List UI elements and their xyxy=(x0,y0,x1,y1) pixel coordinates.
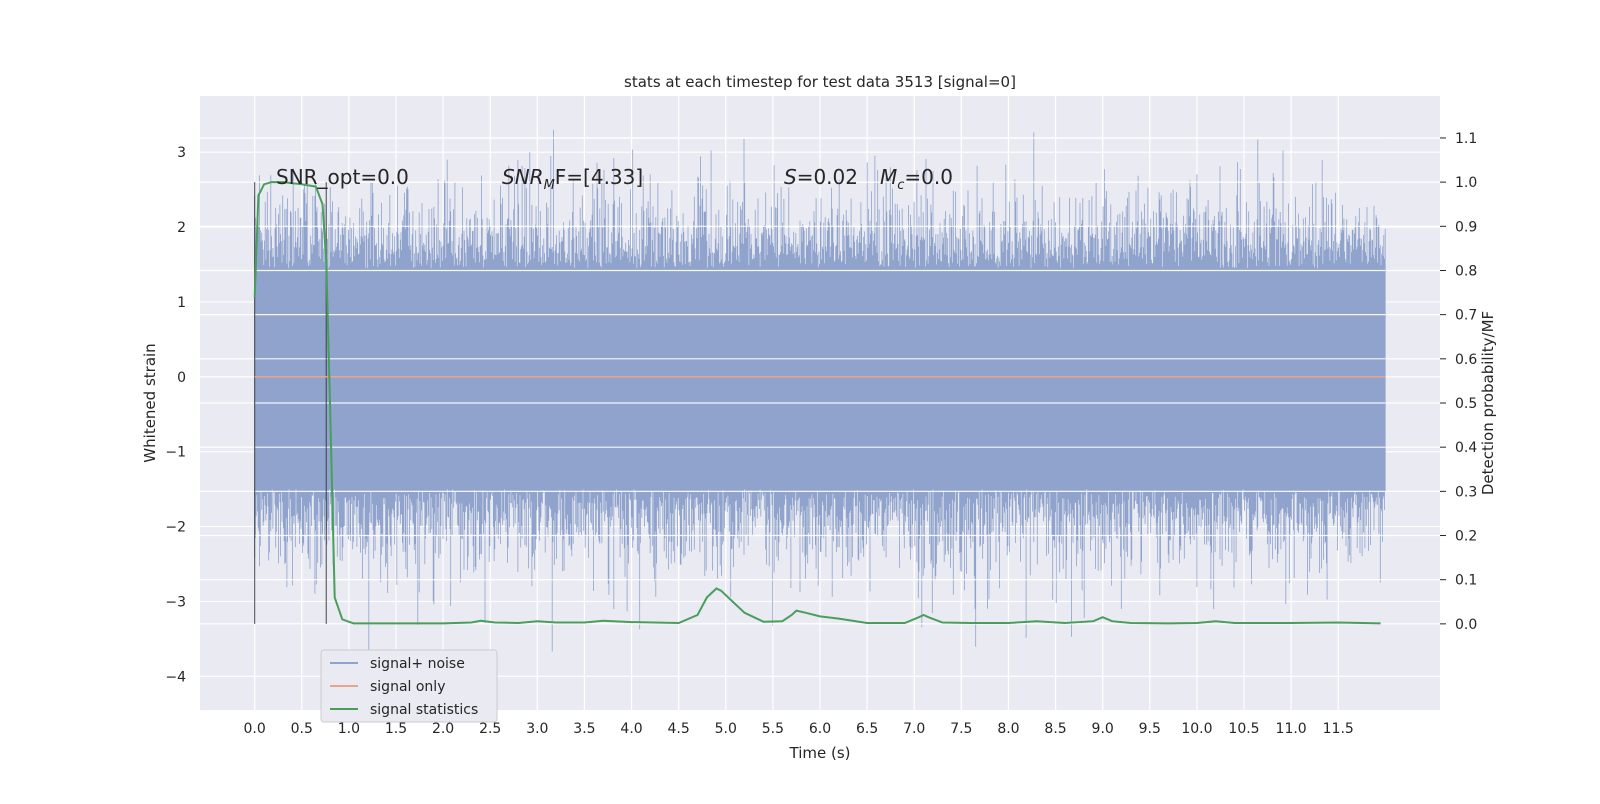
annotation-mc-label: M xyxy=(880,165,897,189)
y2-tick-label: 0.8 xyxy=(1455,263,1477,279)
annotation-snr-opt: SNR_opt=0.0 xyxy=(276,165,409,189)
y2-tick-label: 0.1 xyxy=(1455,573,1477,589)
x-tick-label: 1.5 xyxy=(385,721,407,737)
x-tick-label: 7.0 xyxy=(903,721,925,737)
y-tick-label: 0 xyxy=(177,370,186,386)
y-tick-label: 1 xyxy=(177,295,186,311)
signal-noise-series xyxy=(254,129,1386,677)
x-tick-label: 2.0 xyxy=(432,721,454,737)
x-tick-label: 9.0 xyxy=(1092,721,1114,737)
legend-label-signal-statistics: signal statistics xyxy=(370,702,478,718)
x-tick-label: 6.5 xyxy=(856,721,878,737)
y-tick-label: −3 xyxy=(165,594,186,610)
x-tick-label: 0.5 xyxy=(291,721,313,737)
x-tick-label: 5.5 xyxy=(762,721,784,737)
signal-statistics-line xyxy=(253,181,1381,625)
annotation-mc-sub: c xyxy=(897,178,904,193)
x-tick-label: 11.5 xyxy=(1323,721,1354,737)
x-tick-label: 4.5 xyxy=(668,721,690,737)
x-tick-label: 9.5 xyxy=(1139,721,1161,737)
x-tick-label: 3.0 xyxy=(526,721,548,737)
annotation-mc: Mc=0.0 xyxy=(880,165,953,193)
y2-tick-label: 0.7 xyxy=(1455,308,1477,324)
annotation-snr-mf-main: SNR xyxy=(502,165,544,189)
y-tick-label: 2 xyxy=(177,220,186,236)
x-tick-label: 5.0 xyxy=(715,721,737,737)
y-tick-label: −2 xyxy=(165,520,186,536)
legend-box xyxy=(320,649,498,723)
y-tick-label: 3 xyxy=(177,145,186,161)
x-tick-label: 10.5 xyxy=(1228,721,1259,737)
annotation-s-value: =0.02 xyxy=(797,165,858,189)
annotation-snr-mf-sub: M xyxy=(544,178,555,193)
chart-title: stats at each timestep for test data 351… xyxy=(624,73,1016,91)
legend-label-signal-only: signal only xyxy=(370,679,445,695)
annotation-s-label: S xyxy=(784,165,797,189)
y2-tick-label: 0.2 xyxy=(1455,529,1477,545)
y2-tick-label: 1.0 xyxy=(1455,175,1477,191)
x-tick-label: 6.0 xyxy=(809,721,831,737)
y-tick-label: −4 xyxy=(165,669,186,685)
tick-layer: 0.0 0.5 1.0 1.5 2.0 2.5 3.0 3.5 4.0 4.5 5.0 5.5 6.0 6… xyxy=(165,131,1477,737)
annotation-s: S=0.02 xyxy=(784,165,858,189)
x-tick-label: 8.5 xyxy=(1044,721,1066,737)
y2-tick-label: 0.5 xyxy=(1455,396,1477,412)
y2-tick-label: 0.9 xyxy=(1455,219,1477,235)
line-layer xyxy=(253,181,1386,625)
annotation-mc-value: =0.0 xyxy=(904,165,953,189)
legend: signal+ noise signal only signal statist… xyxy=(320,649,498,723)
x-tick-label: 7.5 xyxy=(950,721,972,737)
y2-tick-label: 0.4 xyxy=(1455,440,1477,456)
x-tick-label: 3.5 xyxy=(573,721,595,737)
x-tick-label: 8.0 xyxy=(997,721,1019,737)
x-tick-label: 4.0 xyxy=(620,721,642,737)
x-tick-label: 11.0 xyxy=(1276,721,1307,737)
annotation-snr-mf-rest: F=[4.33] xyxy=(555,165,643,189)
annotation-snr-mf: SNRMF=[4.33] xyxy=(502,165,643,193)
y2-tick-label: 0.0 xyxy=(1455,617,1477,633)
y-axis-label: Whitened strain xyxy=(141,343,159,462)
y2-tick-label: 0.3 xyxy=(1455,484,1477,500)
x-tick-label: 10.0 xyxy=(1181,721,1212,737)
x-tick-label: 0.0 xyxy=(244,721,266,737)
x-axis-label: Time (s) xyxy=(789,744,851,762)
y2-tick-label: 0.6 xyxy=(1455,352,1477,368)
legend-label-signal-noise: signal+ noise xyxy=(370,656,465,672)
y-tick-label: −1 xyxy=(165,445,186,461)
y2-tick-label: 1.1 xyxy=(1455,131,1477,147)
x-tick-label: 2.5 xyxy=(479,721,501,737)
x-tick-label: 1.0 xyxy=(338,721,360,737)
y2-axis-label: Detection probability/MF xyxy=(1479,311,1497,495)
